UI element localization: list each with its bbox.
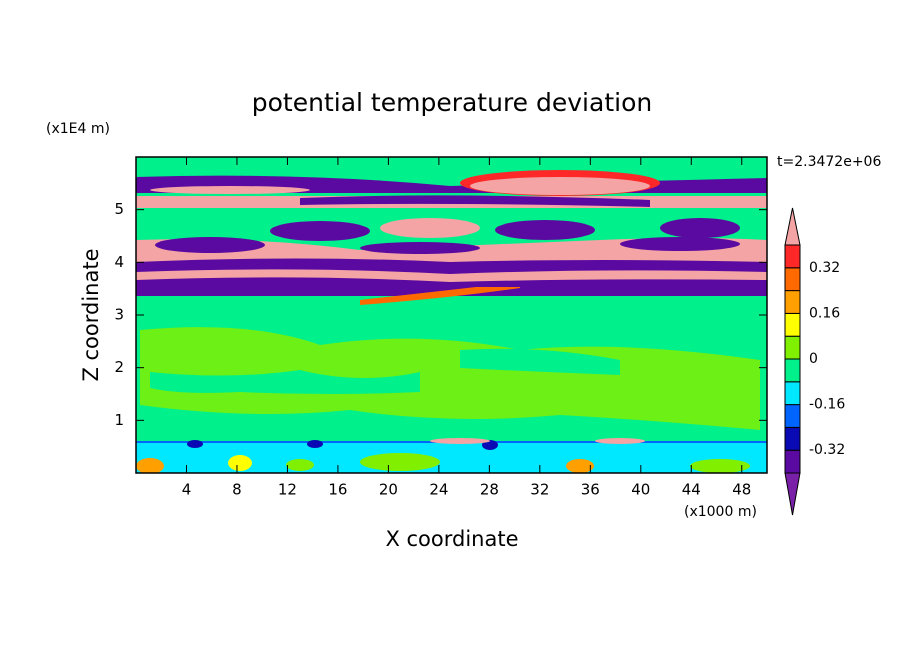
colorbar-label: -0.16 bbox=[809, 397, 845, 413]
colorbar-extension-high bbox=[784, 207, 801, 246]
colorbar-label: 0 bbox=[809, 351, 818, 367]
colorbar-box bbox=[784, 267, 801, 292]
colorbar-box bbox=[784, 404, 801, 428]
x-axis-label: X coordinate bbox=[385, 527, 518, 551]
x-tick-label: 24 bbox=[429, 481, 448, 499]
x-tick-label: 20 bbox=[379, 481, 398, 499]
time-label: t=2.3472e+06 bbox=[777, 154, 881, 170]
chart-title: potential temperature deviation bbox=[252, 88, 652, 117]
x-tick-label: 36 bbox=[581, 481, 600, 499]
x-tick-label: 4 bbox=[182, 481, 192, 499]
colorbar-box bbox=[784, 358, 801, 383]
contour-field bbox=[136, 157, 767, 473]
colorbar-box bbox=[784, 426, 801, 451]
colorbar-label: 0.16 bbox=[809, 305, 840, 321]
colorbar-extension-low bbox=[784, 472, 801, 516]
y-tick-label: 5 bbox=[114, 200, 124, 218]
x-tick-label: 12 bbox=[278, 481, 297, 499]
y-axis-label: Z coordinate bbox=[79, 248, 103, 381]
y-tick-label: 1 bbox=[114, 411, 124, 429]
x-tick-label: 8 bbox=[232, 481, 242, 499]
colorbar-box bbox=[784, 290, 801, 314]
colorbar-label: -0.32 bbox=[809, 442, 845, 458]
colorbar-label: 0.32 bbox=[809, 260, 840, 276]
colorbar-box bbox=[784, 312, 801, 337]
colorbar-box bbox=[784, 449, 801, 474]
y-unit: (x1E4 m) bbox=[46, 121, 110, 137]
x-tick-label: 40 bbox=[631, 481, 650, 499]
x-tick-label: 48 bbox=[732, 481, 751, 499]
x-tick-label: 32 bbox=[530, 481, 549, 499]
x-tick-label: 28 bbox=[480, 481, 499, 499]
x-unit: (x1000 m) bbox=[684, 504, 757, 520]
y-tick-label: 2 bbox=[114, 358, 124, 376]
y-tick-label: 3 bbox=[114, 306, 124, 324]
y-tick-label: 4 bbox=[114, 253, 124, 271]
x-tick-label: 16 bbox=[328, 481, 347, 499]
colorbar-box bbox=[784, 381, 801, 406]
x-tick-label: 44 bbox=[682, 481, 701, 499]
colorbar-box bbox=[784, 244, 801, 269]
colorbar-box bbox=[784, 335, 801, 360]
